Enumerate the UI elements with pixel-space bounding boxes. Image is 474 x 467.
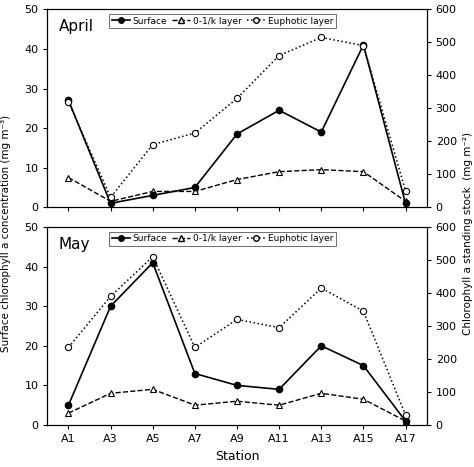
Text: Chlorophyll a standing stock  (mg m⁻²): Chlorophyll a standing stock (mg m⁻²) (463, 132, 473, 335)
Legend: Surface, 0-1/k layer, Euphotic layer: Surface, 0-1/k layer, Euphotic layer (109, 232, 336, 246)
X-axis label: Station: Station (215, 450, 259, 462)
Text: Surface chlorophyll a concentration (mg m⁻³): Surface chlorophyll a concentration (mg … (0, 115, 11, 352)
Text: April: April (59, 19, 94, 34)
Legend: Surface, 0-1/k layer, Euphotic layer: Surface, 0-1/k layer, Euphotic layer (109, 14, 336, 28)
Text: May: May (59, 237, 90, 252)
